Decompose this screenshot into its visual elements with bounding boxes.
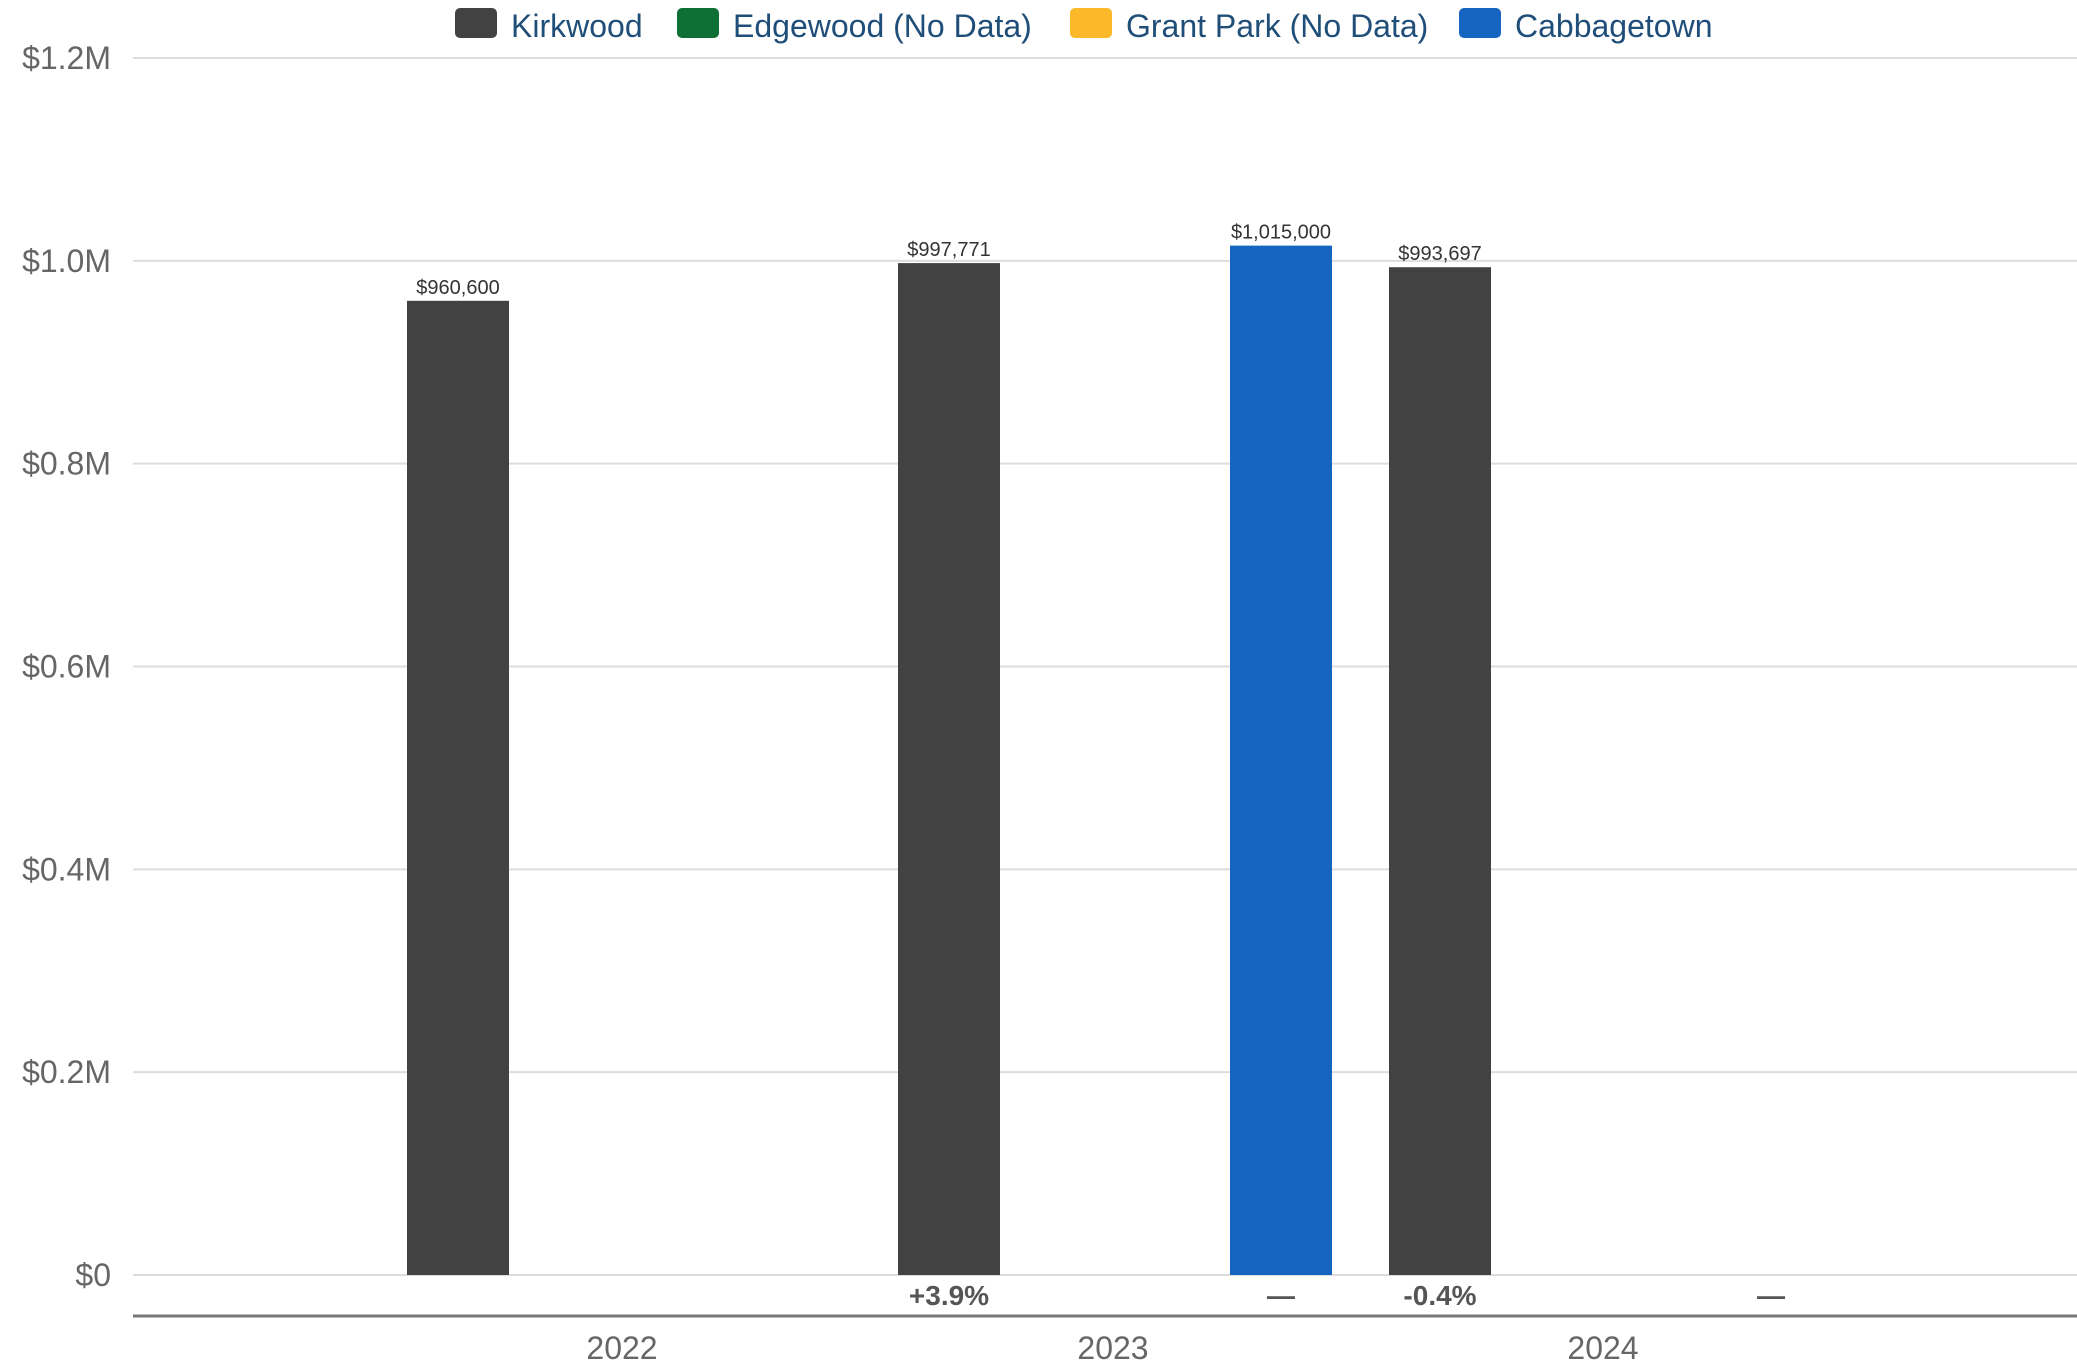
- y-axis: $0 $0.2M $0.4M $0.6M $0.8M $1.0M $1.2M: [22, 40, 111, 1293]
- x-tick-label-2023: 2023: [1077, 1330, 1148, 1364]
- legend-swatch-cabbagetown: [1459, 8, 1501, 38]
- x-axis: 2022 2023 2024: [133, 1314, 2077, 1364]
- legend-item-kirkwood[interactable]: Kirkwood: [455, 8, 643, 44]
- legend-swatch-grant-park-no-data: [1070, 8, 1112, 38]
- change-label-kirkwood-2024: -0.4%: [1403, 1280, 1476, 1311]
- bar-cabbagetown-2023[interactable]: [1230, 245, 1332, 1275]
- y-tick-label: $0.8M: [22, 446, 111, 482]
- x-tick-label-2022: 2022: [586, 1330, 657, 1364]
- x-tick-label-2024: 2024: [1567, 1330, 1638, 1364]
- legend-swatch-kirkwood: [455, 8, 497, 38]
- change-label-kirkwood-2023: +3.9%: [909, 1280, 989, 1311]
- data-labels: $960,600 $997,771 $1,015,000 $993,697: [416, 222, 1481, 299]
- bar-kirkwood-2024[interactable]: [1389, 267, 1491, 1276]
- y-tick-label: $0: [75, 1257, 111, 1293]
- legend-label-edgewood-no-data: Edgewood (No Data): [733, 8, 1032, 44]
- bar-kirkwood-2023[interactable]: [898, 263, 1000, 1276]
- y-tick-label: $0.6M: [22, 649, 111, 685]
- legend-item-grant-park-no-data[interactable]: Grant Park (No Data): [1070, 8, 1428, 44]
- y-tick-label: $1.2M: [22, 40, 111, 76]
- bars: [407, 245, 1491, 1276]
- y-tick-label: $1.0M: [22, 243, 111, 279]
- data-label-kirkwood-2022: $960,600: [416, 277, 499, 299]
- legend-item-edgewood-no-data[interactable]: Edgewood (No Data): [677, 8, 1032, 44]
- data-label-kirkwood-2024: $993,697: [1398, 243, 1481, 265]
- change-labels: +3.9% — -0.4% —: [909, 1280, 1785, 1311]
- legend-label-cabbagetown: Cabbagetown: [1515, 8, 1712, 44]
- data-label-cabbagetown-2023: $1,015,000: [1231, 222, 1331, 244]
- change-label-cabbagetown-2023: —: [1267, 1280, 1295, 1311]
- legend-label-kirkwood: Kirkwood: [511, 8, 643, 44]
- legend: Kirkwood Edgewood (No Data) Grant Park (No…: [455, 8, 1712, 44]
- legend-item-cabbagetown[interactable]: Cabbagetown: [1459, 8, 1712, 44]
- legend-swatch-edgewood-no-data: [677, 8, 719, 38]
- change-label-cabbagetown-2024: —: [1757, 1280, 1785, 1311]
- y-tick-label: $0.4M: [22, 851, 111, 887]
- y-tick-label: $0.2M: [22, 1054, 111, 1090]
- legend-label-grant-park-no-data: Grant Park (No Data): [1126, 8, 1428, 44]
- data-label-kirkwood-2023: $997,771: [907, 239, 990, 261]
- bar-kirkwood-2022[interactable]: [407, 300, 509, 1275]
